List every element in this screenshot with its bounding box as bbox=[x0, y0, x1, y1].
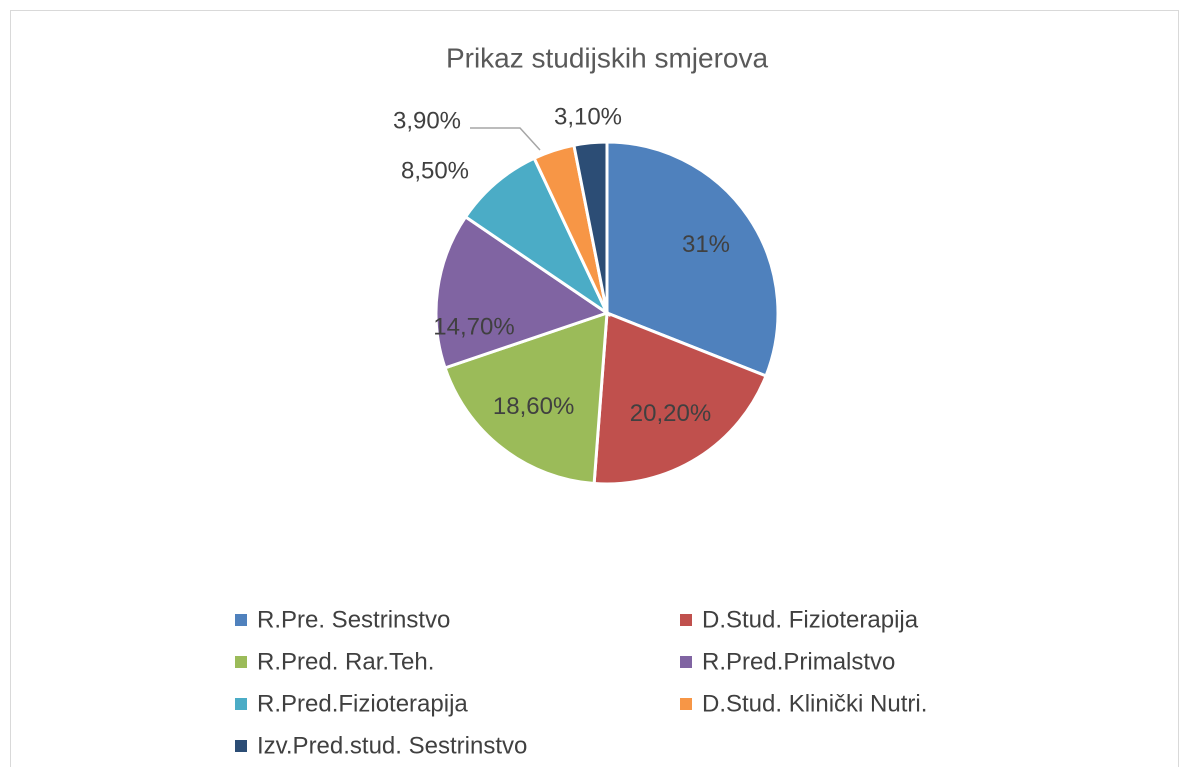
legend-swatch bbox=[235, 698, 247, 710]
data-label: 18,60% bbox=[493, 393, 574, 420]
legend-label: R.Pre. Sestrinstvo bbox=[257, 606, 450, 633]
pie-slice bbox=[463, 156, 611, 318]
chart-title: Prikaz studijskih smjerova bbox=[446, 42, 769, 73]
data-label: 3,10% bbox=[554, 103, 622, 130]
legend-label: R.Pred.Primalstvo bbox=[702, 648, 895, 675]
legend-swatch bbox=[235, 740, 247, 752]
pie-slice bbox=[434, 214, 611, 370]
pie-slice bbox=[592, 310, 768, 486]
legend-swatch bbox=[680, 656, 692, 668]
legend-label: D.Stud. Fizioterapija bbox=[702, 606, 919, 633]
data-label: 14,70% bbox=[433, 313, 514, 340]
legend-label: D.Stud. Klinički Nutri. bbox=[702, 690, 927, 717]
legend-swatch bbox=[680, 698, 692, 710]
pie-slice bbox=[572, 140, 609, 314]
leader-line bbox=[470, 127, 541, 151]
legend-label: Izv.Pred.stud. Sestrinstvo bbox=[257, 732, 527, 759]
data-label: 31% bbox=[682, 231, 730, 258]
legend-swatch bbox=[235, 656, 247, 668]
legend-label: R.Pred. Rar.Teh. bbox=[257, 648, 434, 675]
pie-slice bbox=[605, 140, 780, 378]
data-label: 3,90% bbox=[393, 107, 461, 134]
legend-label: R.Pred.Fizioterapija bbox=[257, 690, 468, 717]
data-label: 20,20% bbox=[630, 400, 711, 427]
legend-swatch bbox=[680, 614, 692, 626]
legend-swatch bbox=[235, 614, 247, 626]
data-label: 8,50% bbox=[401, 157, 469, 184]
